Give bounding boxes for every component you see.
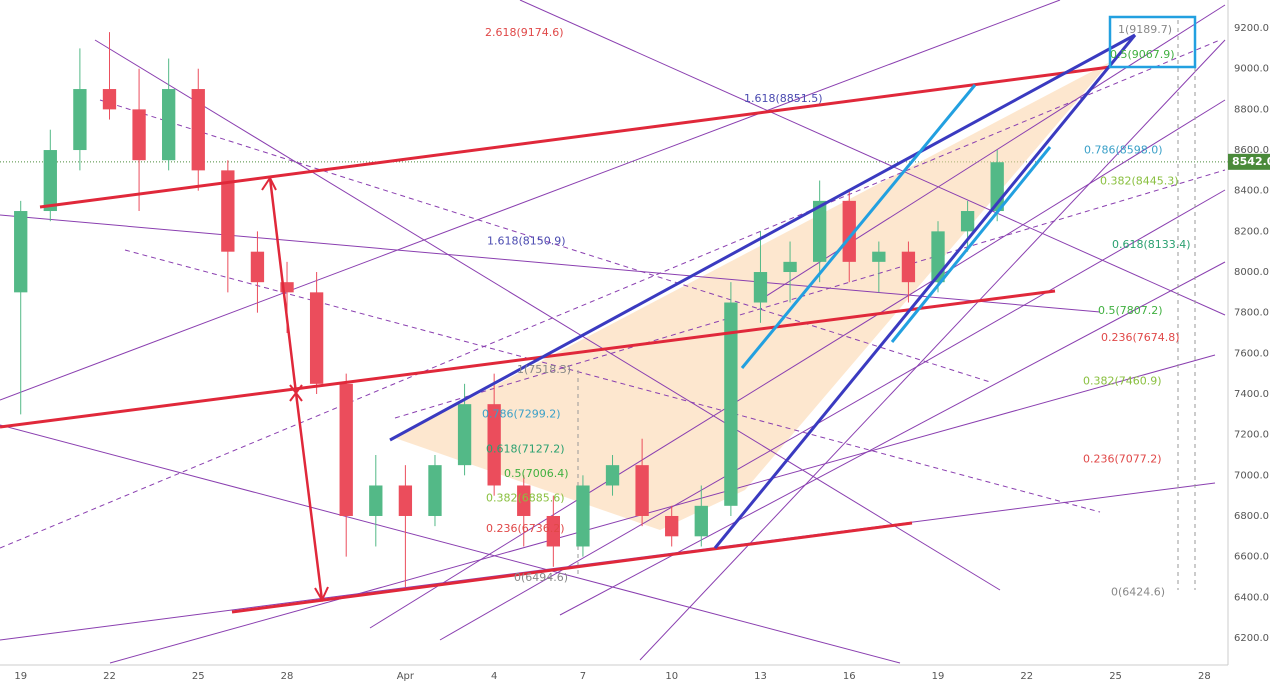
y-tick-label: 7600.0 — [1234, 348, 1269, 359]
axes: 6200.0 6400.0 6600.0 6800.0 7000.0 7200.0 7400… — [14, 23, 1270, 682]
candle-body — [665, 515, 679, 537]
candle-body — [43, 150, 57, 212]
fib-label: 2.618(9174.6) — [485, 26, 564, 39]
candle-body — [250, 251, 265, 283]
fib-label: 0.236(7077.2) — [1083, 453, 1162, 466]
cyan-lines — [740, 15, 1197, 369]
dashed-lines — [0, 39, 1226, 549]
x-tick-label: 19 — [14, 671, 27, 682]
candle-body — [132, 109, 146, 161]
fib-label: 1.618(8150.9) — [487, 234, 566, 247]
x-tick-label: 28 — [281, 671, 294, 682]
candle-body — [605, 465, 620, 486]
x-tick-label: 7 — [580, 671, 586, 682]
x-tick-label: 25 — [192, 671, 205, 682]
x-tick-label: Apr — [397, 671, 415, 682]
candles — [14, 32, 1004, 588]
last-price-box — [1228, 153, 1270, 170]
candle-body — [694, 505, 708, 537]
fib-label: 0.618(8133.4) — [1112, 238, 1191, 251]
y-tick-label: 6400.0 — [1234, 592, 1269, 603]
fib-label: 0.618(7127.2) — [486, 442, 565, 455]
candle-body — [339, 383, 353, 516]
fib-label: 0(6424.6) — [1111, 585, 1165, 598]
candle-body — [753, 272, 768, 303]
candle-body — [428, 465, 442, 516]
y-tick-label: 6800.0 — [1234, 511, 1269, 522]
y-tick-label: 8600.0 — [1234, 145, 1269, 156]
x-tick-label: 16 — [843, 671, 856, 682]
fib-label: 1(9189.7) — [1118, 23, 1172, 36]
x-tick-label: 22 — [103, 671, 116, 682]
candle-body — [517, 485, 531, 516]
shaded-zone — [395, 62, 1110, 530]
y-tick-label: 9200.0 — [1234, 23, 1269, 34]
candle-body — [812, 200, 827, 262]
x-tick-label: 10 — [665, 671, 678, 682]
y-tick-label: 7400.0 — [1234, 389, 1269, 400]
candle-body — [842, 200, 856, 262]
y-tick-label: 7200.0 — [1234, 430, 1269, 441]
fib-label: 0.5(9067.9) — [1110, 48, 1175, 61]
fib-label: 0.5(7807.2) — [1098, 304, 1163, 317]
fib-label: 0.5(7006.4) — [504, 467, 569, 480]
y-tick-label: 6200.0 — [1234, 633, 1269, 644]
x-tick-label: 19 — [932, 671, 945, 682]
y-tick-label: 7000.0 — [1234, 470, 1269, 481]
candle-body — [457, 404, 472, 466]
y-tick-label: 8800.0 — [1234, 104, 1269, 115]
candle-body — [102, 89, 117, 110]
candle-body — [487, 404, 501, 486]
candle-body — [398, 485, 413, 516]
candle-body — [576, 485, 590, 547]
y-tick-label: 6600.0 — [1234, 552, 1269, 563]
candle-body — [960, 211, 975, 232]
fib-label: 0.786(7299.2) — [482, 407, 561, 420]
candle-body — [872, 251, 886, 262]
candle-body — [783, 261, 797, 273]
x-tick-label: 22 — [1020, 671, 1033, 682]
candle-body — [14, 211, 28, 293]
candle-body — [635, 465, 649, 516]
x-tick-label: 13 — [754, 671, 767, 682]
candle-body — [221, 170, 235, 252]
x-tick-label: 4 — [491, 671, 497, 682]
fib-label: 1.618(8851.5) — [744, 92, 823, 105]
y-tick-label: 8200.0 — [1234, 226, 1269, 237]
blue-lines — [389, 33, 1137, 549]
fib-label: 0(6494.6) — [514, 571, 568, 584]
trend-lines — [0, 0, 1226, 664]
candle-body — [191, 89, 205, 171]
y-tick-label: 9000.0 — [1234, 64, 1269, 75]
x-tick-label: 28 — [1198, 671, 1211, 682]
candle-body — [901, 251, 916, 283]
red-lines — [0, 65, 1111, 614]
candle-body — [369, 485, 383, 516]
annotations: 2.618(9174.6) 1.618(8851.5) 1.618(8150.9) 1… — [482, 23, 1191, 598]
candle-body — [546, 515, 560, 547]
fib-verticals — [577, 20, 1196, 590]
candle-body — [73, 89, 87, 151]
candle-body — [162, 89, 176, 161]
x-tick-label: 25 — [1109, 671, 1122, 682]
fib-label: 1(7518.3) — [517, 363, 571, 376]
fib-label: 0.236(6736.2) — [486, 522, 565, 535]
fib-label: 0.382(7460.9) — [1083, 375, 1162, 388]
candle-body — [309, 292, 324, 384]
fib-label: 0.382(8445.3) — [1100, 174, 1179, 187]
y-tick-label: 8400.0 — [1234, 186, 1269, 197]
fib-label: 0.382(6885.6) — [486, 492, 565, 505]
fib-label: 0.236(7674.8) — [1101, 331, 1180, 344]
y-tick-label: 7800.0 — [1234, 308, 1269, 319]
candle-body — [280, 282, 294, 293]
y-tick-label: 8000.0 — [1234, 267, 1269, 278]
last-price-label: 8542.0 — [1232, 155, 1270, 168]
fib-label: 0.786(8598.0) — [1084, 143, 1163, 156]
candle-body — [724, 302, 738, 506]
